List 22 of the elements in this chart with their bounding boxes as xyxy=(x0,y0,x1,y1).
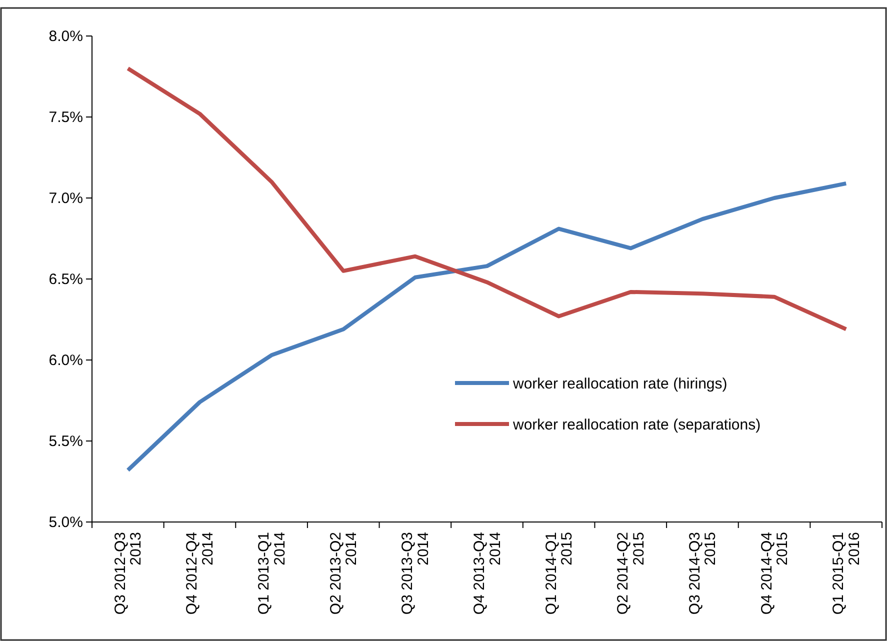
legend-label: worker reallocation rate (hirings) xyxy=(512,375,728,392)
x-tick-label: Q2 2014-Q2 2015 xyxy=(614,532,648,615)
line-series xyxy=(126,66,848,332)
x-tick-label: Q3 2013-Q3 2014 xyxy=(399,532,432,615)
x-tick-label: Q4 2013-Q4 2014 xyxy=(471,532,504,615)
legend-label: worker reallocation rate (separations) xyxy=(512,416,761,434)
y-tick-label: 6.0% xyxy=(48,352,83,369)
x-tick-label: Q1 2015-Q1 2016 xyxy=(830,532,863,615)
x-tick-label: Q4 2014-Q4 2015 xyxy=(758,532,792,615)
y-tick-label: 5.0% xyxy=(48,514,83,531)
y-tick-label: 7.0% xyxy=(48,190,83,207)
line-series xyxy=(126,181,848,472)
x-tick-label: Q3 2012-Q3 2013 xyxy=(112,532,145,615)
x-tick-label: Q1 2014-Q1 2015 xyxy=(542,532,576,615)
y-tick-label: 7.5% xyxy=(48,108,83,126)
x-tick-label: Q4 2012-Q4 2014 xyxy=(184,532,216,615)
x-tick-label: Q2 2013-Q2 2014 xyxy=(327,532,360,615)
y-tick-label: 8.0% xyxy=(48,28,83,45)
y-tick-label: 6.5% xyxy=(48,270,83,288)
x-tick-label: Q1 2013-Q1 2014 xyxy=(256,532,288,615)
x-tick-label: Q3 2014-Q3 2015 xyxy=(686,532,720,615)
y-tick-label: 5.5% xyxy=(48,432,83,450)
